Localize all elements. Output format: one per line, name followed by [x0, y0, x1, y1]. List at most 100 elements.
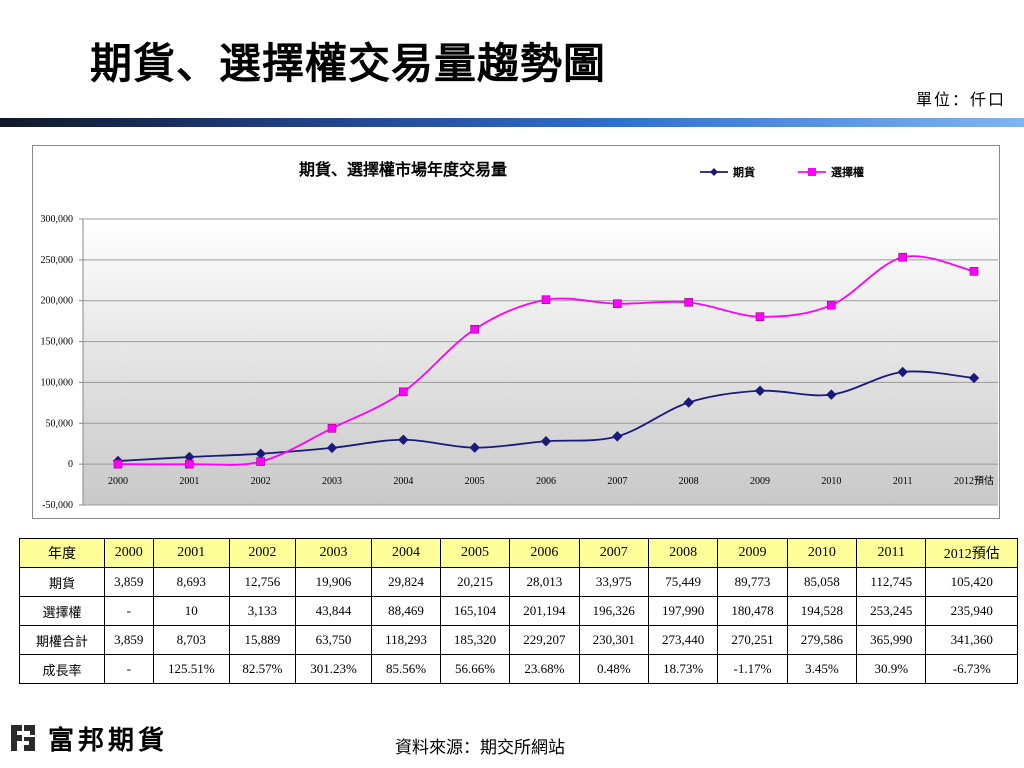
table-cell: 33,975 [578, 567, 649, 597]
table-cell: 235,940 [925, 596, 1018, 626]
table-cell: 253,245 [856, 596, 927, 626]
table-header-year: 2004 [371, 538, 441, 568]
table-header-year: 2010 [786, 538, 858, 568]
logo-text: 富邦期貨 [48, 725, 169, 756]
y-tick-label: 250,000 [41, 255, 74, 266]
x-axis: 2000 2001 2002 2003 2004 2005 2006 2007 2008 2009… [108, 474, 994, 487]
x-tick-label: 2008 [679, 476, 699, 487]
table-cell: - [104, 596, 154, 626]
x-tick-label: 2000 [108, 476, 128, 487]
table-header-year: 2005 [439, 538, 511, 568]
series-markers [112, 252, 980, 469]
x-tick-label: 2009 [750, 476, 770, 487]
table-cell: 3.45% [786, 654, 858, 684]
data-point-futures [754, 385, 766, 396]
chart-container: -50,000 0 50,000 100,000 150,000 200,000 250,0… [32, 145, 1000, 519]
table-cell: 43,844 [294, 596, 373, 626]
table-cell: -1.17% [717, 654, 788, 684]
table-cell: 341,360 [925, 625, 1018, 655]
data-point-futures [469, 442, 480, 453]
table-row: 期權合計 3,859 8,703 15,889 63,750 118,293 185,320… [18, 625, 1018, 655]
legend-label: 期貨 [733, 165, 755, 179]
table-header-year: 2012預估 [925, 538, 1018, 568]
y-tick-label: 100,000 [41, 377, 74, 388]
table-cell: 85,058 [786, 567, 858, 597]
table-cell: 230,301 [578, 625, 649, 655]
table-cell: 185,320 [439, 625, 511, 655]
y-tick-label: -50,000 [42, 500, 73, 511]
table-cell: 165,104 [439, 596, 511, 626]
plot-area [83, 219, 998, 505]
table-row-label: 成長率 [18, 654, 106, 684]
table-cell: 270,251 [717, 625, 788, 655]
table-header-year: 2002 [228, 538, 296, 568]
table-header-year: 2000 [104, 538, 154, 568]
table-cell: 197,990 [647, 596, 719, 626]
data-point-futures [826, 389, 837, 400]
data-point-options [827, 300, 836, 310]
data-point-options [755, 312, 765, 321]
page-title: 期貨、選擇權交易量趨勢圖 [90, 39, 607, 88]
data-point-futures [968, 372, 980, 384]
table-cell: 0.48% [578, 654, 649, 684]
table-cell: 12,756 [228, 567, 296, 597]
volume-line-chart: -50,000 0 50,000 100,000 150,000 200,000 250,0… [41, 160, 998, 511]
data-point-futures [326, 442, 338, 454]
data-point-futures [398, 434, 409, 445]
data-point-futures [683, 397, 694, 408]
x-tick-label: 2006 [536, 476, 556, 487]
table-cell: -6.73% [925, 654, 1018, 684]
x-tick-label: 2001 [179, 476, 199, 487]
chart-title: 期貨、選擇權市場年度交易量 [299, 160, 507, 179]
table-row-label: 期貨 [18, 567, 106, 597]
table-cell: 18.73% [647, 654, 719, 684]
data-point-options [256, 457, 265, 466]
table-cell: 28,013 [509, 567, 580, 597]
x-tick-label: 2005 [465, 476, 485, 487]
table-cell: 365,990 [856, 625, 927, 655]
x-tick-label: 2011 [893, 476, 913, 487]
table-row: 選擇權 -10 3,133 43,844 88,469 165,104 201,194 196… [18, 596, 1018, 626]
table-cell: 3,859 [104, 625, 154, 655]
table-header-year: 2001 [152, 538, 230, 568]
table-cell: 20,215 [439, 567, 511, 597]
table-header-year: 2008 [647, 538, 719, 568]
table-cell: 63,750 [294, 625, 373, 655]
table-cell: 8,703 [152, 625, 230, 655]
table-cell: 85.56% [371, 654, 441, 684]
source-note: 資料來源：期交所網站 [395, 738, 565, 758]
table-header-row: 年度 2000 2001 2002 2003 2004 2005 2006 2007 2008 20… [18, 538, 1018, 568]
table-cell: 10 [152, 596, 230, 626]
header-divider-band [0, 118, 1024, 127]
data-point-futures [897, 366, 908, 378]
table-cell: 201,194 [509, 596, 580, 626]
table-header-year: 2007 [578, 538, 649, 568]
x-tick-label: 2002 [251, 476, 271, 487]
data-point-options [613, 299, 622, 309]
data-point-options [541, 295, 551, 305]
unit-label: 單位：仟口 [915, 90, 1006, 109]
table-row-label: 期權合計 [18, 625, 106, 655]
table-cell: 30.9% [856, 654, 927, 684]
table-cell: 279,586 [786, 625, 858, 655]
data-point-options [969, 267, 979, 276]
table-cell: 196,326 [578, 596, 649, 626]
table-cell: 118,293 [371, 625, 441, 655]
table-cell: 19,906 [294, 567, 373, 597]
table-cell: 15,889 [228, 625, 296, 655]
company-logo: 富邦期貨 [8, 718, 168, 758]
table-header-year: 2006 [509, 538, 580, 568]
table-cell: 301.23% [294, 654, 373, 684]
table-cell: 180,478 [717, 596, 788, 626]
data-point-options [684, 298, 693, 307]
table-header-year: 2009 [717, 538, 788, 568]
legend-label: 選擇權 [831, 165, 864, 179]
data-point-options [470, 324, 479, 334]
chart-legend: 期貨 選擇權 [700, 165, 864, 179]
table-cell: 8,693 [152, 567, 230, 597]
table-header-year: 2003 [294, 538, 373, 568]
x-tick-label: 2012預估 [954, 474, 994, 487]
legend-marker [710, 168, 718, 176]
table-cell: 112,745 [856, 567, 927, 597]
data-point-futures [612, 431, 623, 442]
